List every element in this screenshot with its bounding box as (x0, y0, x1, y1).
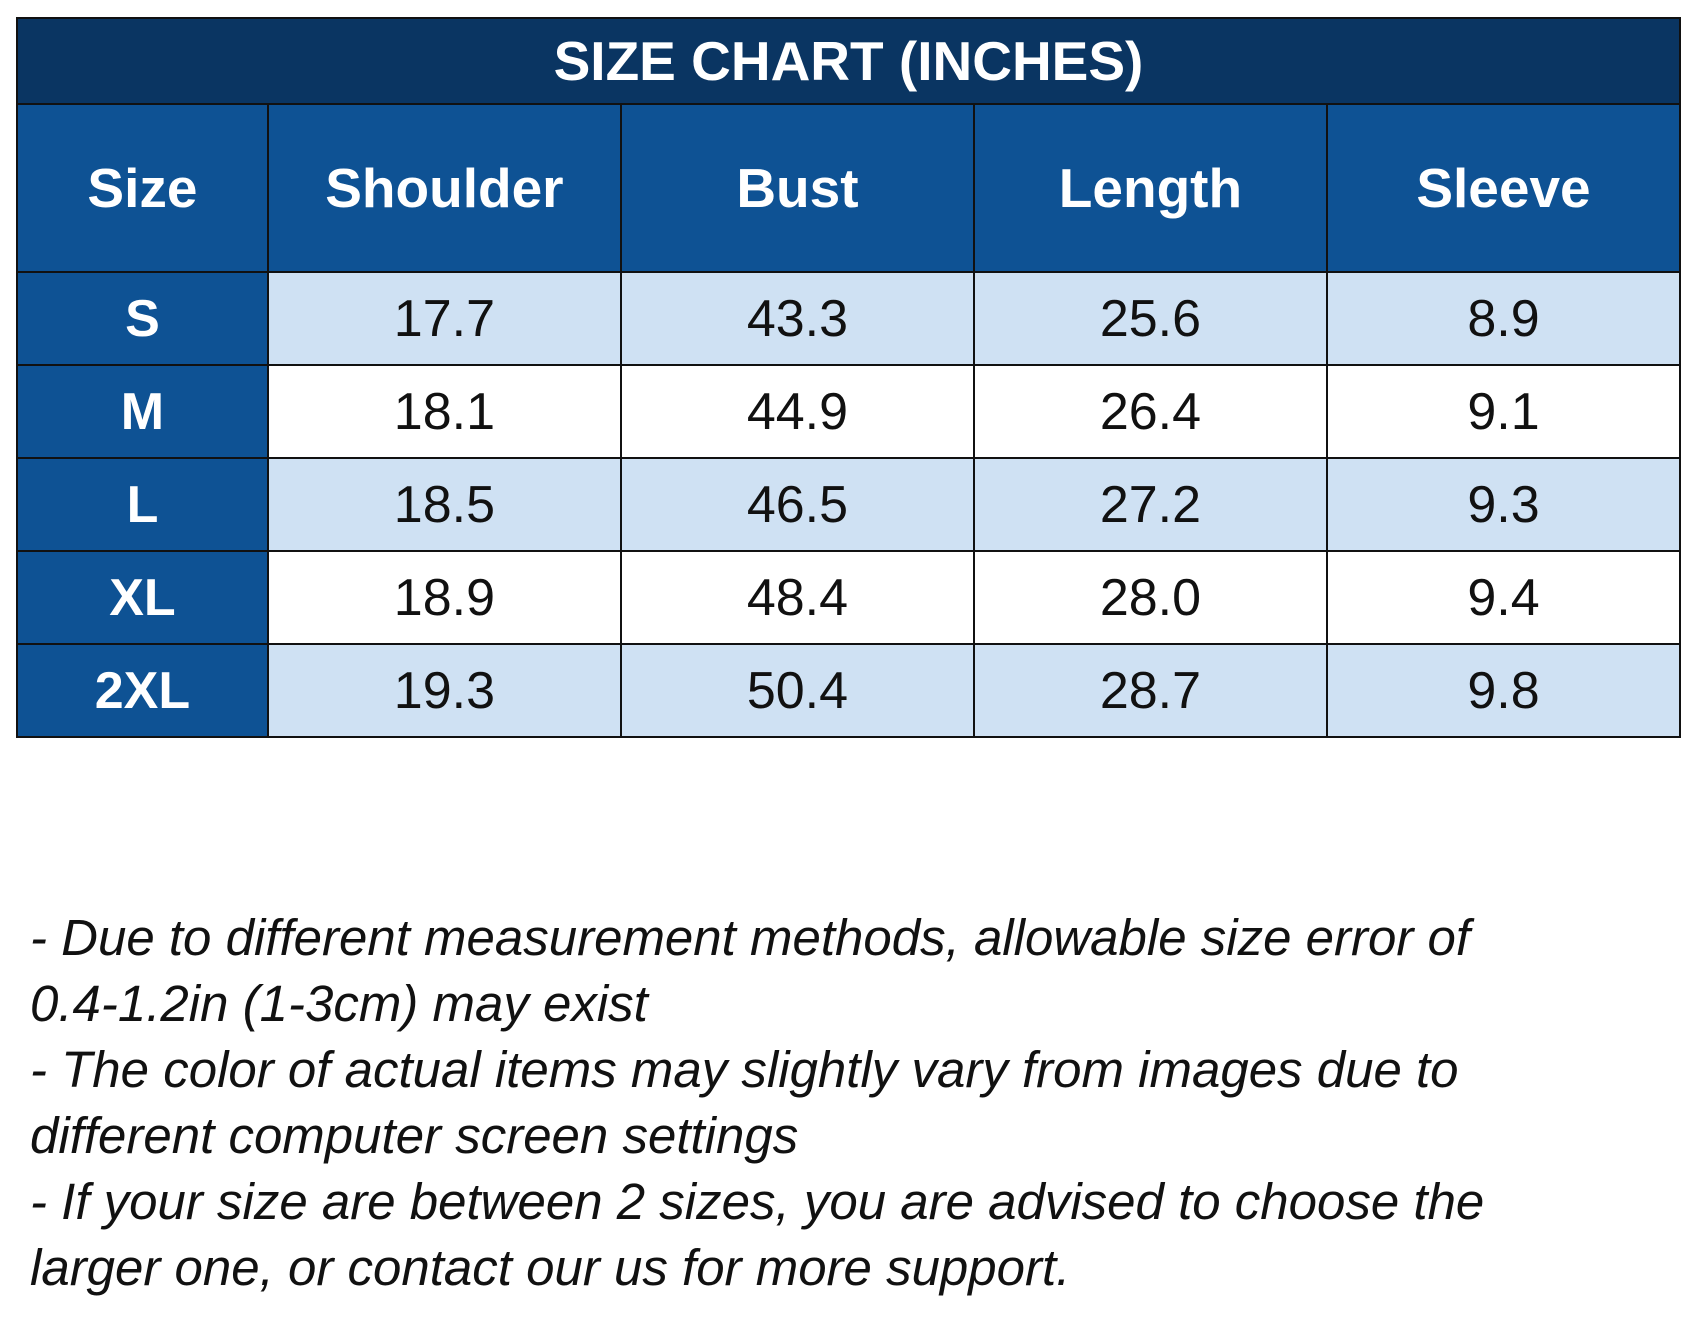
note-line: - The color of actual items may slightly… (30, 1041, 1459, 1098)
size-notes: - Due to different measurement methods, … (30, 905, 1670, 1301)
shoulder-cell: 18.1 (266, 364, 622, 459)
table-row: XL 18.9 48.4 28.0 9.4 (16, 550, 1682, 645)
sleeve-cell: 9.1 (1325, 364, 1682, 459)
column-header-size: Size (16, 103, 269, 273)
note-line: - Due to different measurement methods, … (30, 909, 1471, 966)
title-row: SIZE CHART (INCHES) (16, 17, 1681, 105)
column-header-shoulder: Shoulder (266, 103, 622, 273)
length-cell: 26.4 (972, 364, 1328, 459)
sleeve-cell: 9.3 (1325, 457, 1682, 552)
shoulder-cell: 17.7 (266, 271, 622, 366)
bust-cell: 50.4 (619, 643, 975, 738)
header-row: Size Shoulder Bust Length Sleeve (16, 103, 1682, 273)
shoulder-cell: 18.9 (266, 550, 622, 645)
column-header-bust: Bust (619, 103, 975, 273)
shoulder-cell: 18.5 (266, 457, 622, 552)
size-label-cell: 2XL (16, 643, 269, 738)
size-label-cell: L (16, 457, 269, 552)
note-line: different computer screen settings (30, 1107, 799, 1164)
shoulder-cell: 19.3 (266, 643, 622, 738)
bust-cell: 48.4 (619, 550, 975, 645)
size-chart-table: SIZE CHART (INCHES) Size Shoulder Bust L… (16, 17, 1682, 738)
length-cell: 25.6 (972, 271, 1328, 366)
sleeve-cell: 9.8 (1325, 643, 1682, 738)
note-line: larger one, or contact our us for more s… (30, 1239, 1071, 1296)
length-cell: 28.0 (972, 550, 1328, 645)
size-label-cell: M (16, 364, 269, 459)
table-row: L 18.5 46.5 27.2 9.3 (16, 457, 1682, 552)
chart-title: SIZE CHART (INCHES) (16, 17, 1681, 105)
note-line: - If your size are between 2 sizes, you … (30, 1173, 1485, 1230)
length-cell: 28.7 (972, 643, 1328, 738)
bust-cell: 43.3 (619, 271, 975, 366)
size-label-cell: XL (16, 550, 269, 645)
column-header-sleeve: Sleeve (1325, 103, 1682, 273)
size-label-cell: S (16, 271, 269, 366)
bust-cell: 44.9 (619, 364, 975, 459)
length-cell: 27.2 (972, 457, 1328, 552)
table-row: S 17.7 43.3 25.6 8.9 (16, 271, 1682, 366)
bust-cell: 46.5 (619, 457, 975, 552)
sleeve-cell: 8.9 (1325, 271, 1682, 366)
table-row: M 18.1 44.9 26.4 9.1 (16, 364, 1682, 459)
sleeve-cell: 9.4 (1325, 550, 1682, 645)
table-row: 2XL 19.3 50.4 28.7 9.8 (16, 643, 1682, 738)
column-header-length: Length (972, 103, 1328, 273)
note-line: 0.4-1.2in (1-3cm) may exist (30, 975, 648, 1032)
